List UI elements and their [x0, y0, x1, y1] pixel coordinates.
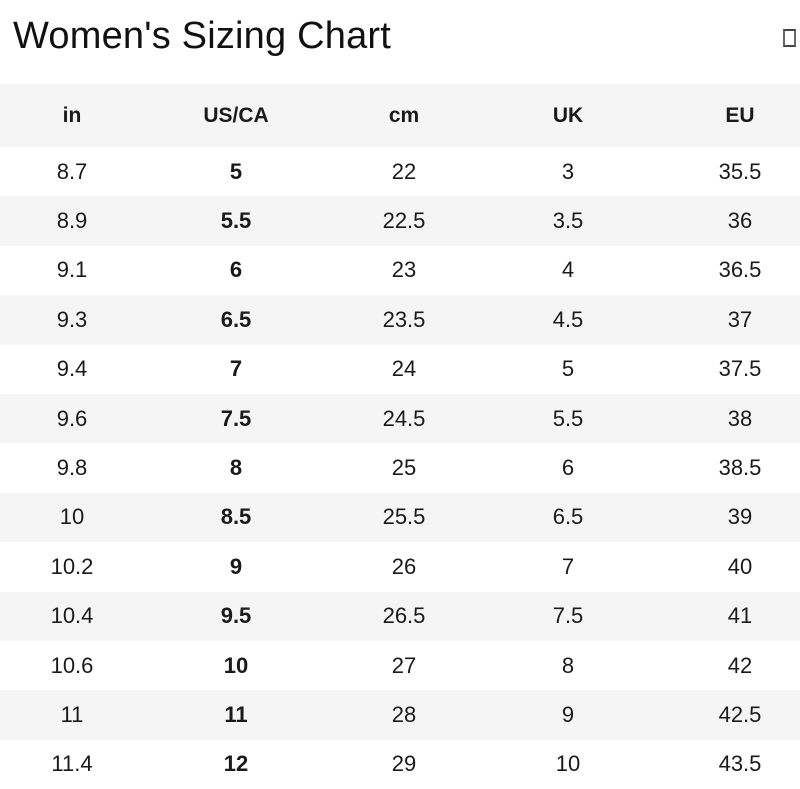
cell-eu: 40	[727, 553, 753, 579]
cell-us-ca: 8.5	[220, 504, 252, 530]
cell-cm: 23	[391, 257, 417, 283]
table-row: 8.7 5 22 3 35.5	[0, 147, 800, 196]
cell-in: 8.7	[56, 158, 88, 184]
table-row: 10.6 10 27 8 42	[0, 641, 800, 690]
cell-uk: 10	[555, 751, 581, 777]
cell-eu: 41	[727, 603, 753, 629]
table-row: 10 8.5 25.5 6.5 39	[0, 492, 800, 543]
cell-cm: 29	[391, 751, 417, 777]
cell-in: 10.6	[50, 652, 94, 678]
table-row: 9.3 6.5 23.5 4.5 37	[0, 295, 800, 345]
cell-cm: 22.5	[382, 208, 426, 234]
cell-uk: 3	[561, 158, 575, 184]
cell-in: 10.2	[50, 553, 94, 579]
cell-uk: 6	[561, 455, 575, 481]
cell-cm: 24	[391, 356, 417, 382]
cell-us-ca: 7.5	[220, 405, 252, 431]
cell-us-ca: 11	[224, 701, 248, 727]
cell-uk: 5.5	[552, 405, 584, 431]
cell-uk: 7	[561, 553, 575, 579]
cell-us-ca: 6.5	[220, 306, 252, 332]
cell-eu: 42.5	[718, 701, 762, 727]
column-header-in: in	[0, 84, 144, 147]
cell-us-ca: 7	[229, 356, 243, 382]
table-row: 8.9 5.5 22.5 3.5 36	[0, 196, 800, 246]
cell-uk: 9	[561, 701, 575, 727]
column-header-eu: EU	[656, 84, 800, 147]
cell-cm: 24.5	[382, 405, 426, 431]
cell-in: 10	[59, 504, 85, 530]
cell-cm: 26	[391, 553, 417, 579]
cell-in: 9.6	[56, 405, 88, 431]
cell-eu: 42	[727, 652, 753, 678]
cell-us-ca: 5.5	[220, 208, 252, 234]
cell-eu: 36	[727, 208, 753, 234]
cell-eu: 37	[727, 306, 753, 332]
cell-us-ca: 9	[229, 553, 243, 579]
table-row: 11.4 12 29 10 43.5	[0, 740, 800, 789]
cell-us-ca: 9.5	[220, 603, 252, 629]
cell-uk: 5	[561, 356, 575, 382]
column-header-uk: UK	[480, 84, 656, 147]
cell-eu: 43.5	[718, 751, 762, 777]
table-row: 9.6 7.5 24.5 5.5 38	[0, 393, 800, 444]
cell-in: 11	[60, 701, 84, 727]
cell-in: 11.4	[51, 751, 93, 777]
cell-uk: 4.5	[552, 306, 584, 332]
missing-glyph-icon	[783, 29, 796, 47]
cell-uk: 6.5	[552, 504, 584, 530]
cell-in: 9.8	[56, 455, 88, 481]
page-title: Women's Sizing Chart	[13, 15, 392, 57]
cell-cm: 22	[391, 158, 417, 184]
table-row: 9.8 8 25 6 38.5	[0, 443, 800, 492]
cell-cm: 25	[391, 455, 417, 481]
cell-in: 9.4	[56, 356, 88, 382]
cell-us-ca: 8	[229, 455, 243, 481]
table-row: 10.2 9 26 7 40	[0, 542, 800, 591]
cell-cm: 28	[391, 701, 417, 727]
sizing-table: in US/CA cm UK EU 8.7 5 22 3 35.5 8.9 5.5 22.5 3…	[0, 84, 800, 789]
cell-eu: 38	[727, 405, 753, 431]
cell-us-ca: 6	[229, 257, 243, 283]
column-header-us-ca: US/CA	[144, 84, 328, 147]
cell-eu: 39	[727, 504, 753, 530]
cell-uk: 3.5	[552, 208, 584, 234]
cell-cm: 27	[391, 652, 417, 678]
cell-cm: 26.5	[382, 603, 426, 629]
column-header-cm: cm	[328, 84, 480, 147]
cell-eu: 35.5	[718, 158, 762, 184]
table-row: 10.4 9.5 26.5 7.5 41	[0, 591, 800, 641]
table-body: 8.7 5 22 3 35.5 8.9 5.5 22.5 3.5 36 9.1 6 23 4 36.5 9.3…	[0, 147, 800, 789]
cell-uk: 4	[561, 257, 575, 283]
cell-eu: 36.5	[718, 257, 762, 283]
cell-us-ca: 12	[223, 751, 249, 777]
cell-cm: 23.5	[382, 306, 426, 332]
cell-in: 9.3	[56, 306, 88, 332]
cell-in: 9.1	[56, 257, 88, 283]
cell-us-ca: 10	[223, 652, 249, 678]
cell-eu: 37.5	[718, 356, 762, 382]
table-row: 9.4 7 24 5 37.5	[0, 345, 800, 394]
table-row: 11 11 28 9 42.5	[0, 690, 800, 740]
cell-in: 10.4	[50, 603, 94, 629]
cell-us-ca: 5	[229, 158, 243, 184]
cell-uk: 7.5	[552, 603, 584, 629]
cell-eu: 38.5	[718, 455, 762, 481]
cell-cm: 25.5	[382, 504, 426, 530]
table-header-row: in US/CA cm UK EU	[0, 84, 800, 147]
table-row: 9.1 6 23 4 36.5	[0, 246, 800, 295]
cell-uk: 8	[561, 652, 575, 678]
page-header: Women's Sizing Chart	[0, 0, 800, 84]
cell-in: 8.9	[56, 208, 88, 234]
